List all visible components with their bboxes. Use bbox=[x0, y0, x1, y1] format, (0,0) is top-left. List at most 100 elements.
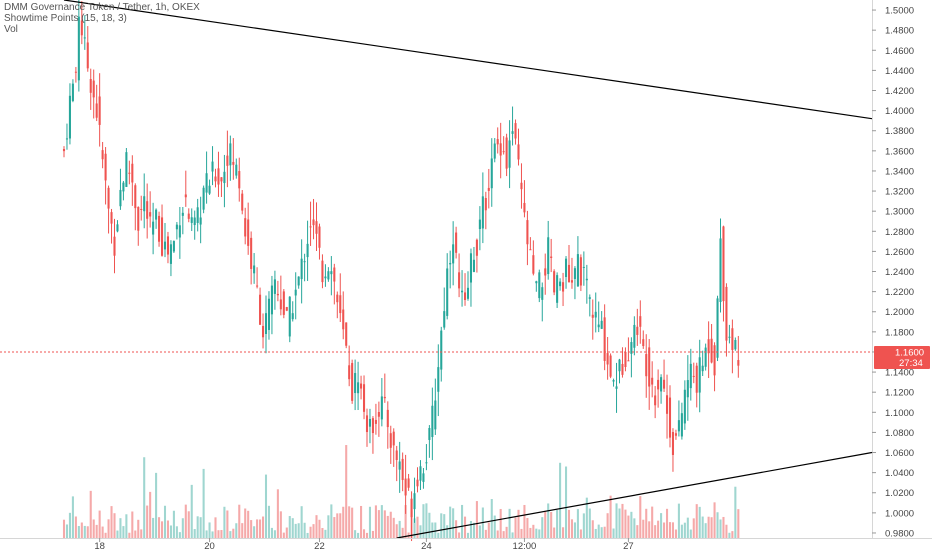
candle-body bbox=[315, 221, 318, 234]
price-tick-label: 1.3600 bbox=[885, 146, 914, 157]
volume-bar bbox=[101, 526, 104, 538]
volume-bar bbox=[279, 511, 282, 538]
volume-bar bbox=[184, 504, 187, 538]
candle-body bbox=[95, 103, 98, 118]
price-axis[interactable]: 1.5000 1.4800 1.4600 1.4400 1.4200 1.4000 1.38… bbox=[872, 0, 930, 539]
candle-body bbox=[556, 275, 559, 303]
candle-body bbox=[65, 138, 69, 140]
candle-body bbox=[493, 143, 496, 159]
candle-body bbox=[270, 285, 273, 315]
volume-bar bbox=[621, 503, 624, 538]
volume-bar bbox=[181, 518, 184, 538]
volume-bar bbox=[710, 517, 713, 538]
candle-body bbox=[107, 187, 110, 209]
volume-bar bbox=[107, 519, 110, 538]
symbol-title[interactable]: DMM Governance Token / Tether, 1h, OKEX bbox=[4, 2, 200, 13]
volume-bar bbox=[143, 457, 146, 538]
candle-body bbox=[615, 386, 618, 389]
volume-bar bbox=[351, 507, 354, 538]
volume-bar bbox=[65, 524, 69, 538]
candle-body bbox=[74, 71, 77, 73]
volume-label[interactable]: Vol bbox=[4, 24, 18, 35]
volume-bar bbox=[386, 515, 389, 538]
candle-body bbox=[719, 238, 722, 303]
volume-bar bbox=[487, 522, 490, 538]
volume-bar bbox=[461, 504, 464, 538]
candle-body bbox=[119, 189, 122, 207]
volume-bar bbox=[155, 472, 158, 538]
volume-bar bbox=[226, 510, 229, 538]
volume-bar bbox=[377, 510, 380, 538]
volume-bar bbox=[541, 517, 544, 538]
candle-body bbox=[716, 298, 719, 358]
volume-bar bbox=[119, 518, 122, 538]
volume-bar bbox=[223, 506, 226, 538]
candle-body bbox=[639, 316, 642, 327]
candle-body bbox=[627, 360, 630, 362]
candle-body bbox=[193, 217, 196, 226]
volume-bar bbox=[146, 505, 149, 538]
volume-bar bbox=[401, 527, 404, 538]
volume-bar bbox=[131, 511, 134, 538]
volume-bar bbox=[214, 517, 217, 538]
candle-body bbox=[339, 295, 342, 314]
volume-bar bbox=[190, 484, 193, 538]
volume-bar bbox=[603, 526, 606, 538]
price-tick-label: 1.3400 bbox=[885, 166, 914, 177]
volume-bar bbox=[651, 506, 654, 538]
candle-body bbox=[455, 232, 458, 253]
price-tick-label: 1.0600 bbox=[885, 448, 914, 459]
candle-body bbox=[250, 237, 253, 269]
price-tick-label: 1.4800 bbox=[885, 26, 914, 37]
volume-bar bbox=[321, 528, 324, 538]
candle-body bbox=[235, 164, 238, 176]
volume-bar bbox=[315, 515, 318, 538]
volume-bar bbox=[458, 532, 461, 538]
volume-bar bbox=[440, 513, 443, 538]
volume-bar bbox=[511, 532, 514, 538]
candle-body bbox=[425, 462, 428, 464]
candle-body bbox=[357, 382, 360, 394]
candle-body bbox=[122, 182, 125, 192]
candle-body bbox=[532, 255, 535, 274]
candle-body bbox=[514, 123, 517, 139]
candle-body bbox=[665, 395, 669, 414]
volume-bar bbox=[357, 532, 360, 538]
volume-bar bbox=[737, 509, 740, 538]
volume-bar bbox=[208, 522, 211, 538]
volume-bar bbox=[484, 529, 487, 538]
candle-body bbox=[624, 351, 627, 367]
candle-body bbox=[463, 292, 467, 301]
candle-body bbox=[199, 217, 202, 225]
candle-body bbox=[163, 241, 167, 250]
candle-body bbox=[217, 168, 220, 185]
candle-body bbox=[196, 207, 199, 223]
volume-bar bbox=[116, 530, 119, 538]
volume-bar bbox=[734, 486, 737, 538]
volume-bar bbox=[547, 503, 550, 538]
time-axis[interactable]: 18 20 22 24 12:00 27 bbox=[0, 538, 932, 550]
price-tick-label: 1.0000 bbox=[885, 508, 914, 519]
candle-body bbox=[594, 311, 597, 318]
candle-body bbox=[172, 241, 175, 252]
time-tick-label: 24 bbox=[421, 541, 432, 550]
candle-body bbox=[731, 328, 734, 350]
trendlines[interactable] bbox=[63, 0, 873, 539]
candle-body bbox=[300, 258, 303, 280]
volume-bar bbox=[728, 532, 731, 538]
candle-body bbox=[261, 325, 265, 338]
candle-body bbox=[80, 20, 83, 36]
candle-body bbox=[704, 347, 707, 367]
candle-body bbox=[431, 405, 434, 438]
candle-body bbox=[508, 140, 511, 168]
candle-body bbox=[125, 152, 128, 187]
volume-bar bbox=[538, 529, 541, 538]
candle-body bbox=[297, 276, 300, 286]
candle-body bbox=[321, 260, 324, 283]
indicator-label[interactable]: Showtime Points (15, 18, 3) bbox=[4, 13, 127, 24]
volume-bar bbox=[704, 523, 707, 538]
candle-body bbox=[529, 249, 532, 251]
candle-body bbox=[440, 330, 443, 370]
candle-body bbox=[276, 293, 279, 296]
